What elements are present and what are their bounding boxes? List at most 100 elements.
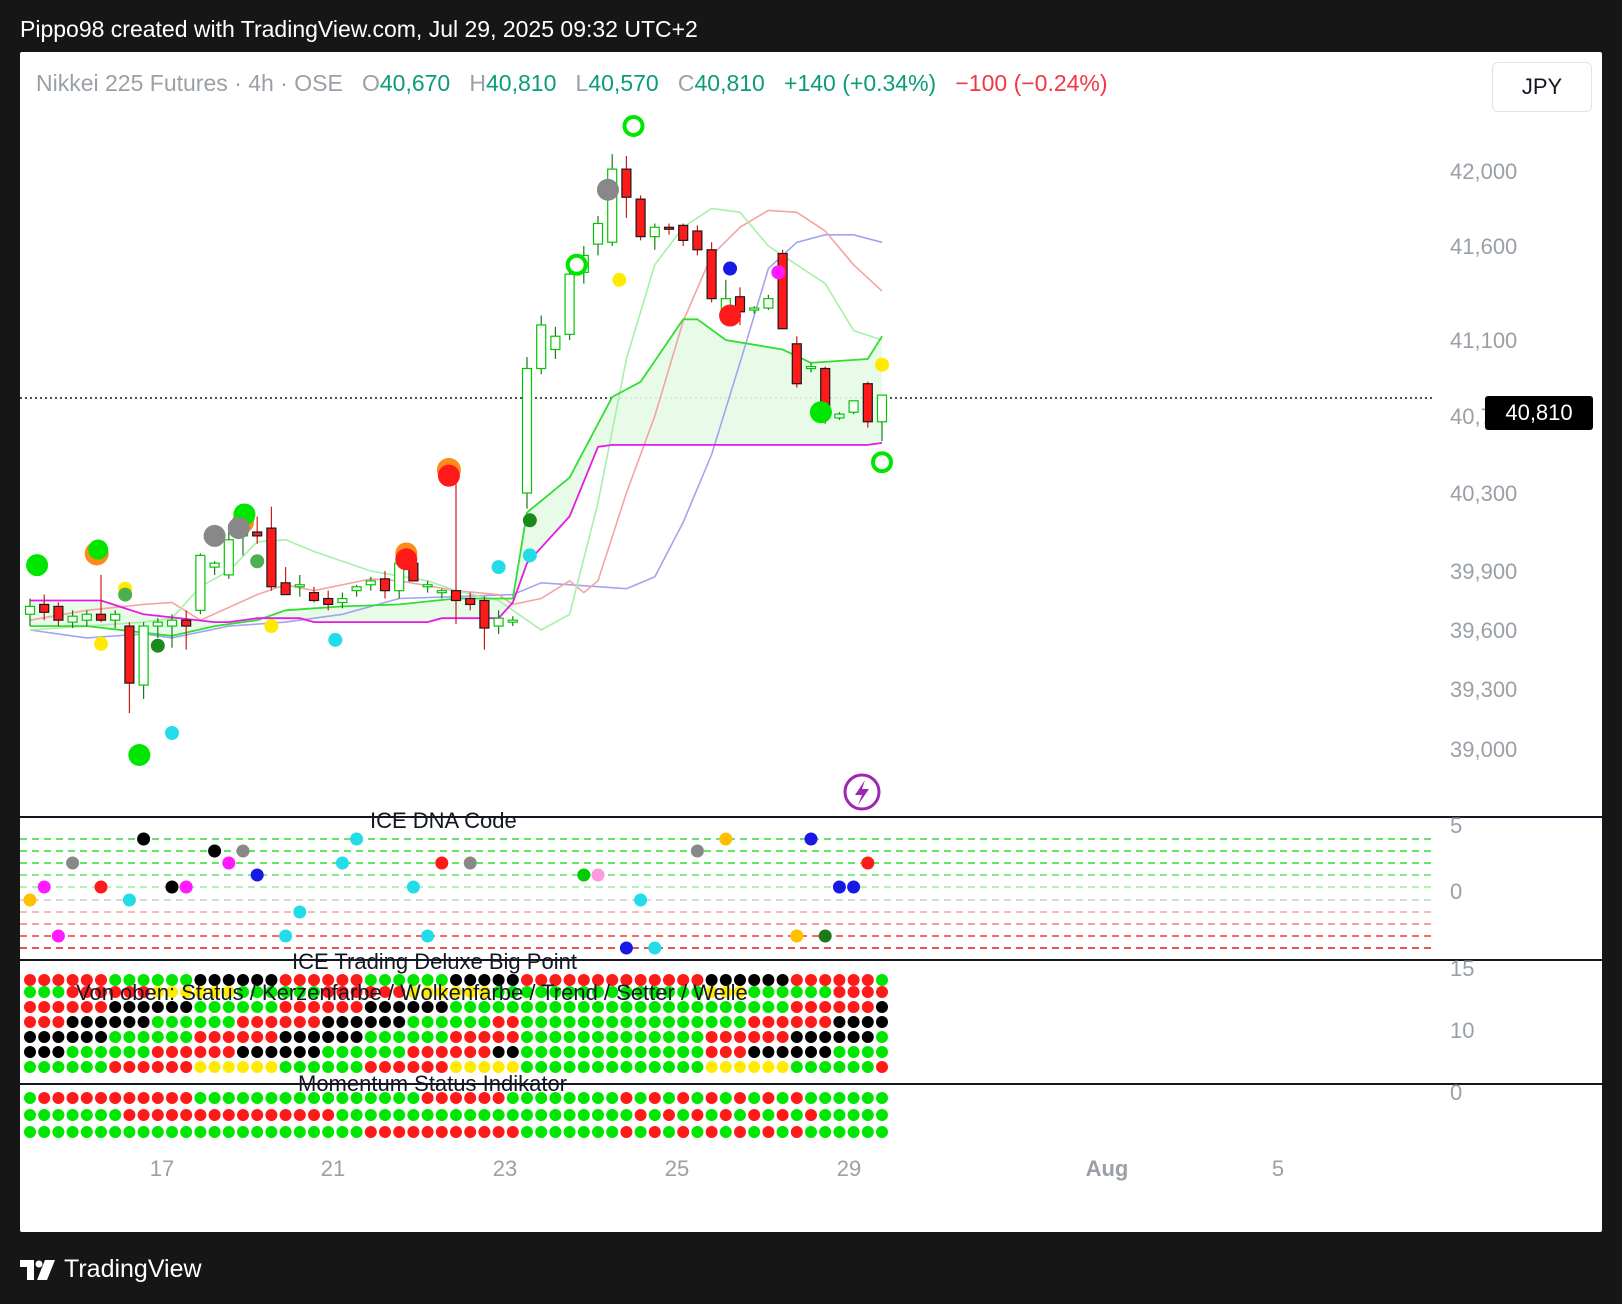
signal-marker <box>522 513 537 528</box>
bigpoint-dot <box>861 974 874 986</box>
signal-marker <box>250 554 265 569</box>
candle <box>592 216 604 256</box>
bigpoint-dot <box>393 974 406 986</box>
bigpoint-dot <box>151 1046 164 1058</box>
candle-body <box>663 226 675 230</box>
bigpoint-dot <box>563 1001 576 1013</box>
bigpoint-dot <box>492 974 505 986</box>
momentum-dot <box>592 1109 604 1121</box>
bigpoint-dot <box>521 1061 533 1073</box>
momentum-dot <box>805 1092 817 1104</box>
bigpoint-dot <box>549 1001 562 1013</box>
candle-body <box>436 590 447 594</box>
bigpoint-dot <box>606 1046 619 1058</box>
bigpoint-dot <box>805 1016 817 1028</box>
bigpoint-dot <box>38 1001 51 1013</box>
bigpoint-dot <box>421 1016 434 1028</box>
bigpoint-dot <box>705 1046 718 1058</box>
bigpoint-dot <box>833 1001 846 1013</box>
momentum-dot <box>776 1092 789 1104</box>
symbol-description[interactable]: Nikkei 225 Futures · 4h · OSE <box>36 70 343 96</box>
bigpoint-dot <box>478 1001 491 1013</box>
bigpoint-dot <box>861 1001 874 1013</box>
bigpoint-dot <box>109 986 122 998</box>
lightning-icon[interactable] <box>843 773 881 811</box>
bigpoint-dot <box>790 1016 803 1028</box>
y-axis-tick: 39,300 <box>1450 677 1517 702</box>
signal-marker <box>118 587 133 602</box>
bigpoint-dot <box>393 1061 406 1073</box>
bigpoint-dot <box>535 1031 548 1043</box>
momentum-dot <box>577 1092 590 1104</box>
candle-body <box>550 335 561 351</box>
bigpoint-dot <box>790 1031 803 1043</box>
dna-dot <box>279 929 293 943</box>
bigpoint-dot <box>123 1016 136 1028</box>
bigpoint-dot <box>407 1046 420 1058</box>
bigpoint-dot <box>776 1046 789 1058</box>
bigpoint-dot <box>364 1061 377 1073</box>
bigpoint-dot <box>464 986 477 998</box>
signal-marker <box>875 357 889 372</box>
momentum-dot <box>407 1126 420 1138</box>
bigpoint-dot <box>151 974 164 986</box>
dna-dot <box>37 880 51 894</box>
candle <box>266 506 277 591</box>
chart-frame[interactable]: 42,000 41,600 41,100 40,700 40,300 39,900 39,6… <box>20 52 1602 1232</box>
bigpoint-dot <box>137 1001 150 1013</box>
momentum-dot <box>450 1109 462 1121</box>
candle-body <box>834 413 845 419</box>
bigpoint-dot <box>222 1061 235 1073</box>
bigpoint-dot <box>208 1031 221 1043</box>
tradingview-logo[interactable]: TradingView <box>20 1255 202 1284</box>
bigpoint-dot <box>279 1061 292 1073</box>
bigpoint-dot <box>166 1001 178 1013</box>
bigpoint-dot <box>634 1031 647 1043</box>
bigpoint-dot <box>336 986 349 998</box>
momentum-dot <box>336 1126 349 1138</box>
candle-body <box>379 578 391 592</box>
candle <box>337 592 348 609</box>
bigpoint-dot <box>663 1061 675 1073</box>
bigpoint-dot <box>95 1031 107 1043</box>
momentum-dot <box>705 1092 718 1104</box>
bigpoint-dot <box>379 974 391 986</box>
dna-dot <box>861 856 875 870</box>
signal-marker <box>719 304 742 327</box>
momentum-dot <box>109 1109 122 1121</box>
signal-marker <box>264 619 279 634</box>
bigpoint-dot <box>52 1061 65 1073</box>
momentum-dot <box>663 1126 675 1138</box>
momentum-dot <box>194 1109 207 1121</box>
momentum-dot <box>421 1126 434 1138</box>
momentum-dot <box>805 1126 817 1138</box>
bigpoint-dot <box>506 1016 519 1028</box>
momentum-dot <box>80 1109 93 1121</box>
candle-body <box>678 224 689 241</box>
bigpoint-dot <box>336 1001 349 1013</box>
momentum-dot <box>109 1092 122 1104</box>
dna-dot <box>463 856 477 870</box>
bigpoint-dot <box>293 974 306 986</box>
bigpoint-dot <box>279 974 292 986</box>
chart-canvas[interactable]: 42,00041,60041,10040,70040,30039,90039,6… <box>20 52 1602 1232</box>
bigpoint-dot <box>336 1061 349 1073</box>
bigpoint-dot <box>663 974 675 986</box>
bigpoint-dot <box>435 986 448 998</box>
bigpoint-dot <box>606 1016 619 1028</box>
bigpoint-dot <box>847 1046 860 1058</box>
bigpoint-dot <box>151 1016 164 1028</box>
candle <box>507 616 518 627</box>
signal-marker <box>522 548 537 563</box>
currency-button[interactable]: JPY <box>1492 62 1592 112</box>
bigpoint-dot <box>833 1061 846 1073</box>
candle-body <box>252 531 263 537</box>
momentum-dot <box>151 1109 164 1121</box>
bigpoint-dot <box>620 986 633 998</box>
ohlc-legend[interactable]: Nikkei 225 Futures · 4h · OSE O40,670 H4… <box>36 70 1108 97</box>
bigpoint-dot <box>421 974 434 986</box>
candle <box>138 622 149 699</box>
bigpoint-dot <box>123 974 136 986</box>
momentum-dot <box>464 1109 477 1121</box>
momentum-dot <box>24 1109 36 1121</box>
